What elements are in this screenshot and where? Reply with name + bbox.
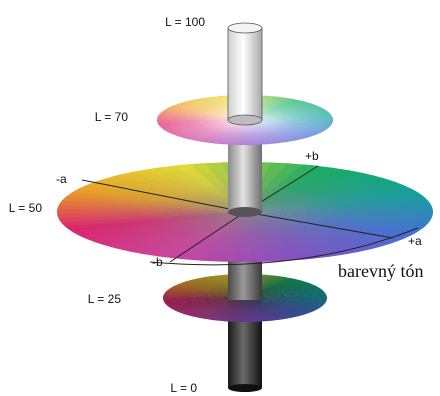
hue-label: barevný tón <box>338 261 423 281</box>
axis-label-plus-a: +a <box>408 234 422 248</box>
axis-label-plus-b: +b <box>305 149 319 163</box>
level-label-l25: L = 25 <box>88 292 122 306</box>
axis-label-minus-a: -a <box>56 172 67 186</box>
lightness-axis-top <box>227 22 263 126</box>
level-label-l70: L = 70 <box>95 110 129 124</box>
level-label-l0: L = 0 <box>170 381 197 395</box>
level-label-l100: L = 100 <box>165 15 205 29</box>
level-label-l50: L = 50 <box>9 201 43 215</box>
hue-arc <box>149 227 419 266</box>
axis-label-minus-b: -b <box>152 255 163 269</box>
disc-l25 <box>162 274 327 322</box>
